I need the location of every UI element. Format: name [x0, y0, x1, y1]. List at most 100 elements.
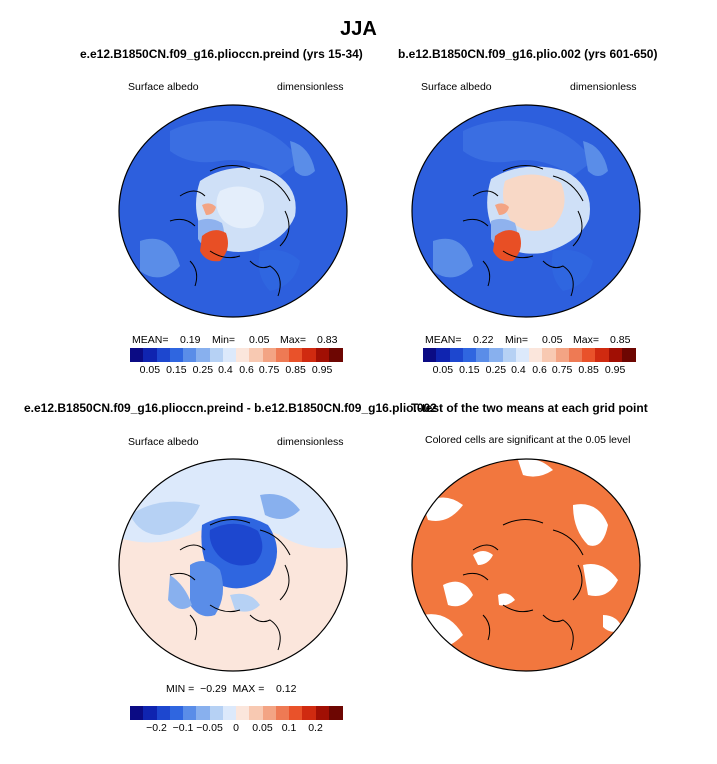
panel3-canada-change [168, 575, 192, 609]
colorbar-tick-label: 0.25 [192, 364, 214, 376]
colorbar-cell [568, 348, 583, 362]
colorbar-tick-label: −0.2 [146, 722, 167, 734]
colorbar-cell [222, 348, 237, 362]
panel1-max-value: 0.83 [317, 334, 338, 346]
colorbar-cell [462, 348, 477, 362]
colorbar-cell [275, 348, 290, 362]
colorbar-tick-label: 0.05 [139, 364, 161, 376]
panel1-units-label: dimensionless [277, 81, 344, 93]
panel1-colorbar [130, 348, 343, 362]
colorbar-tick-label: 0.85 [578, 364, 599, 376]
colorbar-cell [236, 706, 250, 720]
panel1-siberia-field [290, 141, 315, 176]
panel4-nonsig-patch [583, 564, 618, 596]
colorbar-cell [222, 706, 237, 720]
colorbar-cell [621, 348, 636, 362]
panel1-map-border [118, 104, 348, 318]
panel4-polar-map [411, 458, 641, 672]
panel4-map-border [411, 458, 641, 672]
panel2-europe-field [551, 249, 593, 291]
panel1-coastlines [169, 165, 291, 297]
panel4-nonsig-patch [518, 459, 553, 477]
panel1-mean-value: 0.19 [180, 334, 201, 346]
colorbar-tick-label: 0.05 [432, 364, 454, 376]
panel2-colorbar [423, 348, 636, 362]
figure-title: JJA [340, 18, 377, 40]
colorbar-cell [249, 706, 263, 720]
colorbar-cell [196, 706, 210, 720]
colorbar-tick-label: 0.25 [485, 364, 507, 376]
panel4-coastlines [462, 519, 584, 651]
panel1-seaice-core [216, 186, 264, 229]
colorbar-cell [315, 348, 330, 362]
panel1-canada-field [202, 203, 216, 215]
colorbar-cell [156, 706, 171, 720]
panel3-variable-label: Surface albedo [128, 436, 199, 448]
colorbar-cell [236, 348, 250, 362]
colorbar-tick-label: 0.4 [218, 364, 233, 376]
colorbar-cell [542, 348, 556, 362]
colorbar-cell [555, 348, 570, 362]
colorbar-cell [423, 348, 437, 362]
colorbar-cell [262, 706, 277, 720]
panel3-atlantic-change [230, 593, 260, 612]
colorbar-cell [302, 348, 316, 362]
colorbar-cell [156, 348, 171, 362]
colorbar-cell [143, 706, 157, 720]
colorbar-tick-label: 0.2 [308, 722, 323, 734]
panel3-polar-map [118, 458, 348, 672]
colorbar-cell [289, 348, 303, 362]
colorbar-tick-label: 0.75 [551, 364, 573, 376]
panel2-title: b.e12.B1850CN.f09_g16.plio.002 (yrs 601-… [398, 47, 658, 61]
panel4-significant-field [412, 459, 640, 671]
colorbar-cell [183, 348, 197, 362]
panel2-field-patch [463, 120, 593, 176]
colorbar-cell [262, 348, 277, 362]
colorbar-tick-label: 0.75 [258, 364, 280, 376]
panel2-mean-label: MEAN= [425, 334, 462, 346]
panel3-colorbar [130, 706, 343, 720]
panel2-mean-value: 0.22 [473, 334, 494, 346]
panel1-polar-map [118, 104, 348, 318]
colorbar-cell [209, 348, 224, 362]
colorbar-tick-label: 0.15 [459, 364, 480, 376]
colorbar-cell [169, 348, 184, 362]
panel3-colorbar-ticks: −0.2 −0.1 −0.05 0 0.05 0.1 0.2 [130, 722, 342, 736]
panel1-americas-field [140, 238, 180, 278]
panel1-variable-label: Surface albedo [128, 81, 199, 93]
panel1-title: e.e12.B1850CN.f09_g16.plioccn.preind (yr… [80, 47, 363, 61]
colorbar-cell [315, 706, 330, 720]
panel3-greenland-change [190, 561, 224, 617]
panel4-nonsig-patch [473, 551, 493, 565]
panel1-field-patch [170, 120, 300, 176]
colorbar-tick-label: 0.85 [285, 364, 306, 376]
panel1-greenland-field [200, 230, 228, 262]
colorbar-tick-label: 0.95 [311, 364, 333, 376]
colorbar-cell [169, 706, 184, 720]
panel1-min-value: 0.05 [249, 334, 270, 346]
panel2-min-label: Min= [505, 334, 529, 346]
panel3-negative-patch [130, 501, 200, 535]
colorbar-tick-label: 0.05 [252, 722, 273, 734]
colorbar-tick-label: 0.95 [604, 364, 626, 376]
panel4-nonsig-patch [443, 581, 473, 607]
panel2-variable-label: Surface albedo [421, 81, 492, 93]
panel1-colorbar-ticks: 0.05 0.15 0.25 0.4 0.6 0.75 0.85 0.95 [130, 364, 342, 378]
colorbar-cell [302, 706, 316, 720]
colorbar-cell [489, 348, 503, 362]
colorbar-tick-label: 0 [233, 722, 239, 734]
panel2-canada-field [495, 203, 509, 215]
panel2-greenland-field [493, 230, 521, 262]
panel1-mean-label: MEAN= [132, 334, 169, 346]
colorbar-cell [582, 348, 596, 362]
panel1-europe-field [258, 249, 300, 291]
panel2-max-label: Max= [573, 334, 599, 346]
colorbar-cell [130, 706, 144, 720]
panel3-title: e.e12.B1850CN.f09_g16.plioccn.preind - b… [24, 401, 437, 415]
colorbar-tick-label: −0.05 [196, 722, 223, 734]
colorbar-cell [130, 348, 144, 362]
colorbar-cell [196, 348, 210, 362]
panel2-polar-map [411, 104, 641, 318]
colorbar-cell [289, 706, 303, 720]
colorbar-cell [249, 348, 263, 362]
